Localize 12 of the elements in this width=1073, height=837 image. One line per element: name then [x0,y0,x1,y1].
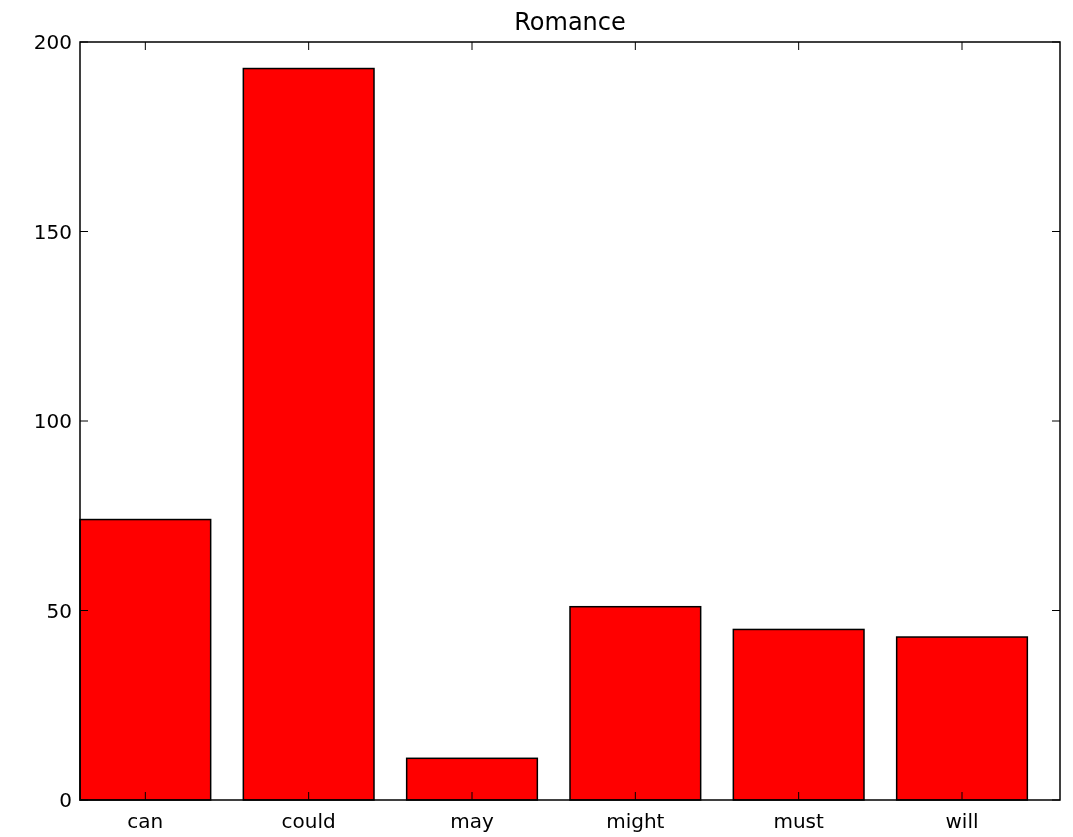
x-tick-label: can [127,809,164,833]
y-tick-label: 200 [33,30,72,54]
y-tick-label: 50 [46,598,72,623]
x-tick-label: could [281,809,336,833]
y-tick-label: 100 [33,409,72,433]
y-tick-label: 150 [33,219,72,244]
x-tick-label: must [773,809,825,833]
y-tick-label: 0 [59,788,72,812]
chart-title: Romance [514,8,626,36]
x-tick-label: might [606,809,665,833]
x-tick-label: may [450,809,494,833]
x-tick-label: will [945,809,979,833]
